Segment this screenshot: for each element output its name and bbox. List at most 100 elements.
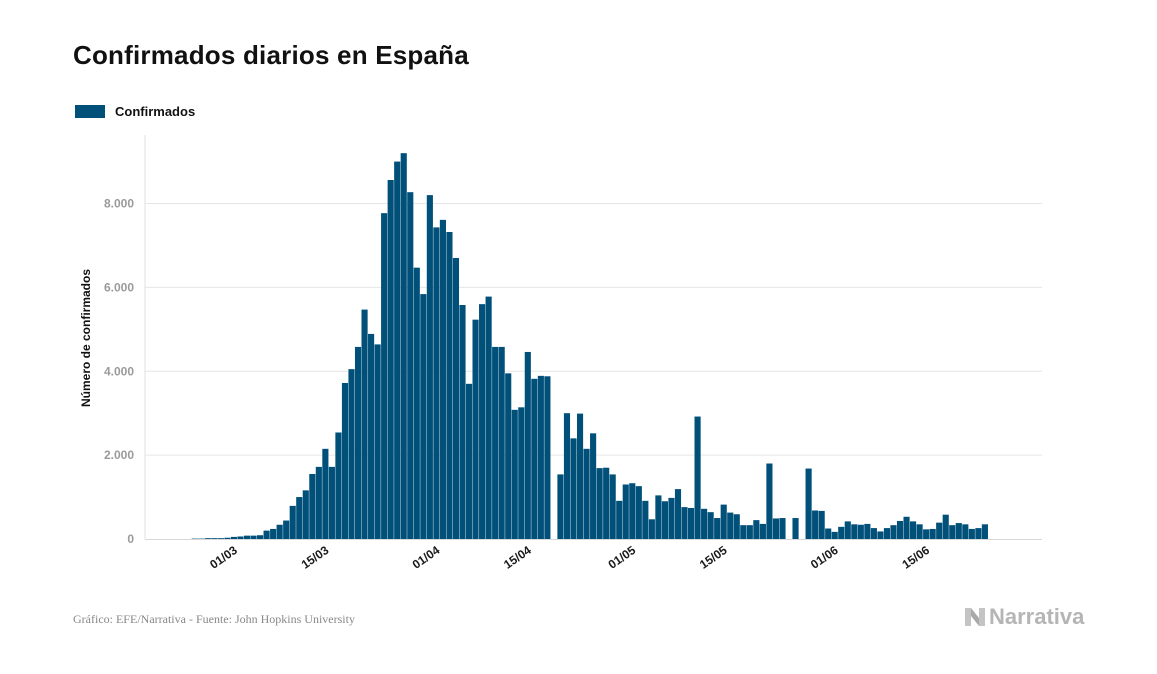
bar <box>616 500 623 539</box>
brand-name: Narrativa <box>989 604 1085 629</box>
bar <box>864 523 871 539</box>
bar <box>877 531 884 539</box>
bar <box>818 510 825 539</box>
bar <box>831 531 838 539</box>
bar <box>733 514 740 539</box>
bar <box>413 267 420 539</box>
gridlines <box>145 203 1042 456</box>
bar <box>576 413 584 539</box>
n-logo-icon <box>965 608 985 626</box>
bar <box>348 369 355 539</box>
bar <box>648 519 655 539</box>
bar <box>661 501 668 539</box>
bar <box>740 525 747 539</box>
bar <box>851 524 858 539</box>
y-tick-label: 4.000 <box>104 364 134 378</box>
y-tick-label: 8.000 <box>104 197 134 211</box>
bar <box>381 213 388 539</box>
legend-label: Confirmados <box>115 104 196 119</box>
bar <box>230 536 238 539</box>
bar <box>635 486 642 539</box>
bar <box>237 536 244 539</box>
bar <box>674 489 682 539</box>
bar <box>361 309 368 539</box>
bar <box>707 512 714 539</box>
bar <box>838 526 845 539</box>
bar <box>289 505 296 539</box>
bar <box>727 512 734 539</box>
bar <box>583 448 590 539</box>
bar <box>270 528 277 539</box>
bar <box>766 463 773 539</box>
bar <box>870 528 877 539</box>
bar <box>596 468 603 539</box>
bar <box>479 304 486 539</box>
legend: Confirmados <box>75 104 195 119</box>
bar <box>746 525 753 539</box>
bar <box>714 518 721 539</box>
bar <box>322 448 329 539</box>
brand-logo: Narrativa <box>964 604 1084 630</box>
bar <box>524 351 531 539</box>
bar <box>903 516 910 539</box>
axes <box>144 135 1042 540</box>
bar <box>923 529 930 539</box>
bar <box>243 535 251 539</box>
bar <box>328 466 335 539</box>
bar <box>518 407 525 539</box>
bar <box>694 416 701 539</box>
bar <box>472 319 479 539</box>
bar <box>844 521 851 539</box>
x-tick-labels: 01/03 15/03 01/04 15/04 01/05 15/05 01/06 15/06 <box>207 543 932 572</box>
bar <box>505 373 512 539</box>
bar <box>792 518 799 539</box>
y-tick-label: 6.000 <box>104 280 134 294</box>
bar <box>296 497 303 539</box>
bar <box>309 473 316 539</box>
bar <box>720 504 727 539</box>
bar <box>224 537 231 539</box>
bar <box>452 258 460 539</box>
x-tick-label: 01/03 <box>207 543 240 572</box>
bar <box>537 375 544 539</box>
bar <box>916 524 923 539</box>
bar <box>433 227 440 540</box>
bar <box>603 467 610 539</box>
bar <box>335 432 342 539</box>
bar <box>981 524 988 539</box>
bar <box>942 514 949 539</box>
x-tick-label: 01/06 <box>808 543 841 572</box>
bar <box>681 507 688 539</box>
bar <box>531 378 538 539</box>
bar <box>805 468 812 539</box>
bar <box>883 528 891 539</box>
bar <box>263 530 270 539</box>
bar <box>204 538 211 539</box>
bar <box>511 409 518 539</box>
bar <box>368 333 375 539</box>
bar <box>544 376 551 539</box>
bar <box>890 525 897 539</box>
x-tick-label: 01/05 <box>606 543 639 572</box>
bar <box>910 521 917 539</box>
bar <box>642 500 649 539</box>
bar <box>779 518 786 539</box>
bar <box>276 524 283 539</box>
bar <box>949 525 956 539</box>
bar <box>465 383 473 539</box>
bar <box>929 528 936 539</box>
bar <box>936 522 943 539</box>
legend-swatch <box>75 105 105 118</box>
chart-title: Confirmados diarios en España <box>73 40 469 70</box>
bar <box>668 497 675 539</box>
bar <box>759 523 766 539</box>
bar <box>896 520 904 539</box>
bar <box>492 346 499 539</box>
bar <box>250 535 257 539</box>
bar <box>498 346 505 539</box>
x-tick-label: 15/05 <box>697 543 730 572</box>
bars <box>191 153 988 540</box>
x-tick-label: 15/06 <box>899 543 932 572</box>
bar <box>968 528 975 539</box>
